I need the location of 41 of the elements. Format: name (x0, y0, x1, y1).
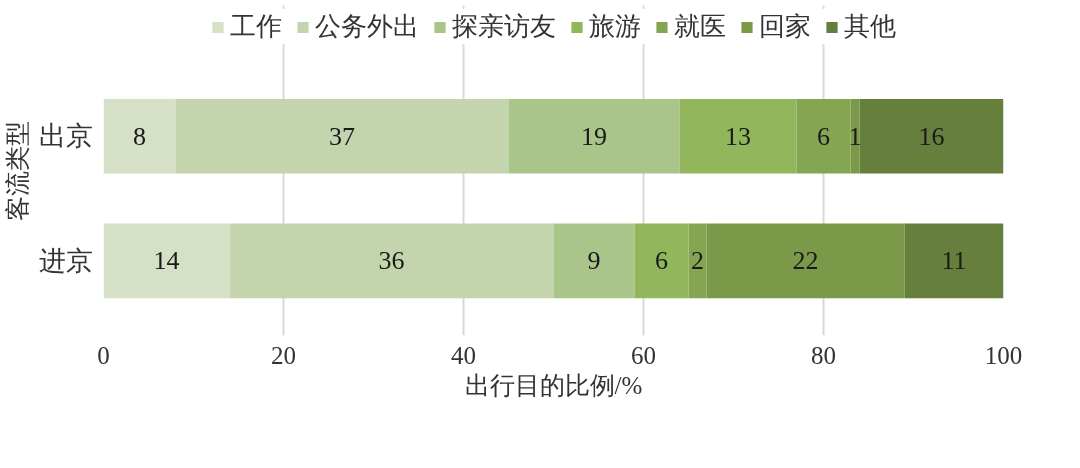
data-label: 13 (725, 121, 751, 151)
data-label: 11 (941, 246, 967, 276)
x-tick-label: 80 (811, 341, 836, 369)
bar (634, 223, 689, 299)
data-label: 2 (691, 246, 704, 276)
x-tick-label: 100 (984, 341, 1023, 369)
x-tick-label: 60 (631, 341, 656, 369)
legend-label: 就医 (673, 11, 726, 43)
data-label: 22 (792, 246, 819, 276)
bar (103, 98, 176, 174)
data-label: 14 (153, 246, 180, 276)
x-tick-label: 40 (451, 341, 476, 369)
data-label: 6 (655, 246, 668, 276)
data-label: 9 (587, 246, 601, 276)
x-tick-label: 20 (271, 341, 296, 369)
y-axis-title: 客流类型 (3, 120, 31, 221)
data-label: 1 (848, 121, 862, 151)
bar (103, 223, 230, 299)
legend-label: 回家 (758, 11, 811, 43)
legend-label: 其他 (843, 11, 896, 43)
x-axis-title: 出行目的比例/% (464, 371, 643, 399)
data-label: 6 (817, 121, 830, 151)
data-label: 19 (581, 121, 607, 151)
data-label: 36 (378, 246, 405, 276)
bar (553, 223, 635, 299)
legend-label: 旅游 (588, 11, 641, 43)
legend-label: 公务外出 (314, 11, 419, 43)
bar (175, 98, 509, 174)
bar (904, 223, 1004, 299)
y-tick-label: 出京 (38, 121, 93, 152)
x-tick-label: 0 (97, 341, 110, 369)
y-tick-label: 进京 (38, 245, 93, 276)
data-label: 16 (918, 121, 945, 151)
legend-label: 工作 (229, 11, 282, 43)
data-label: 37 (329, 121, 355, 151)
bar (859, 98, 1004, 174)
bar (508, 98, 680, 174)
bar (229, 223, 554, 299)
bar (679, 98, 797, 174)
data-label: 8 (133, 121, 146, 151)
legend-label: 探亲访友 (451, 11, 556, 43)
